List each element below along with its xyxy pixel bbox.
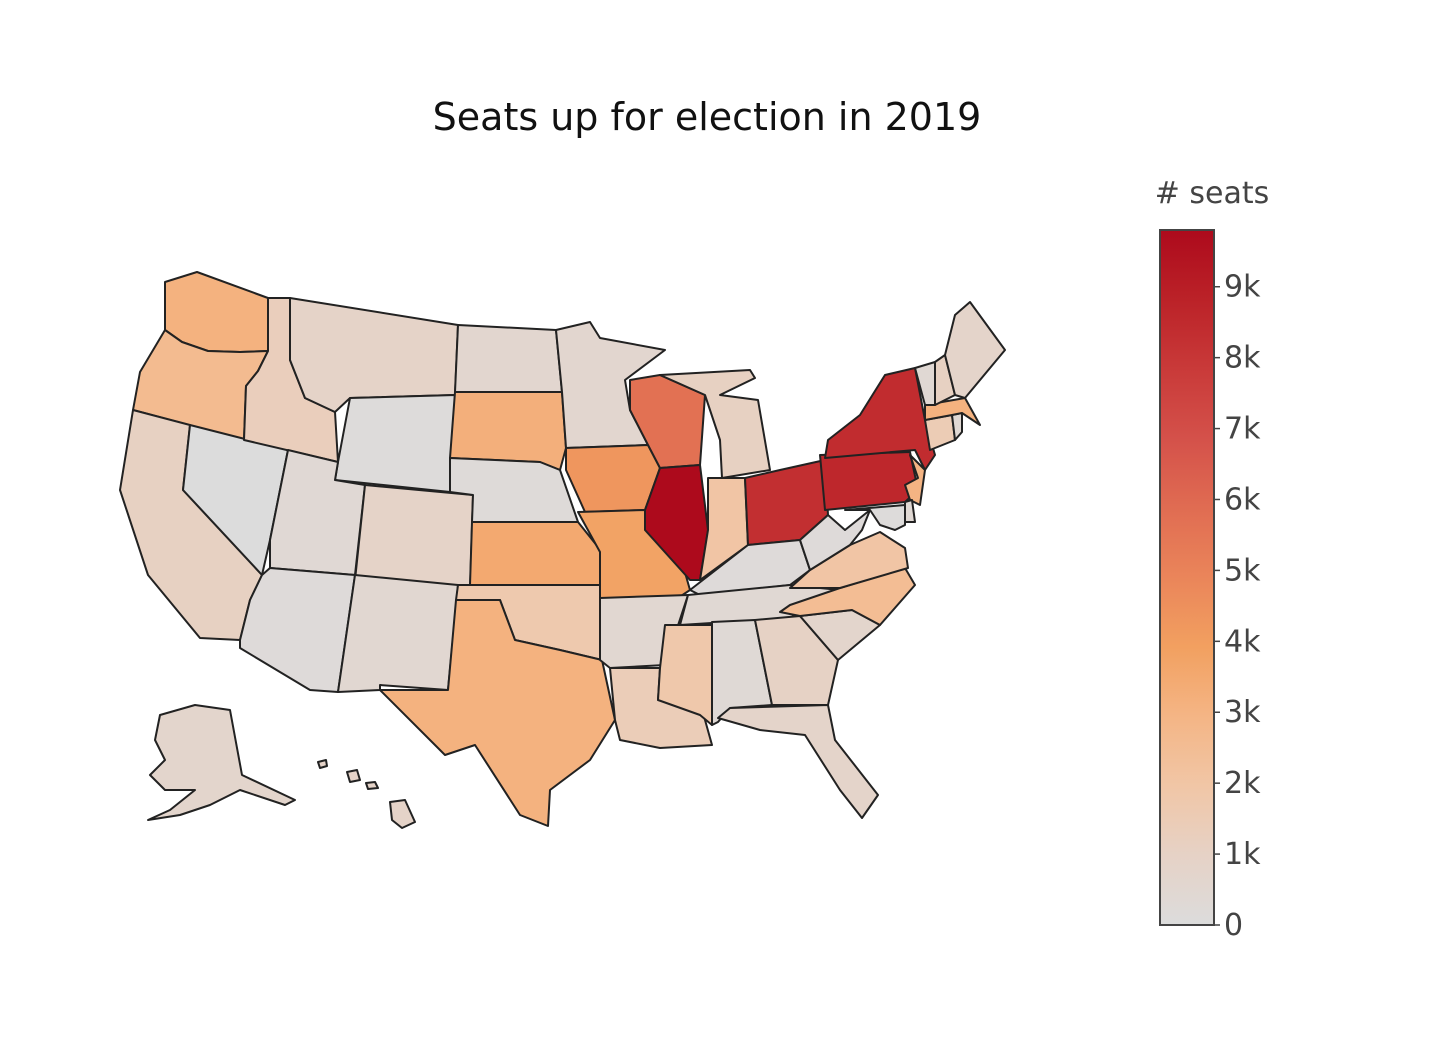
colorbar-tick-label: 5k xyxy=(1224,553,1261,588)
state-colorado[interactable] xyxy=(354,484,474,591)
state-kansas[interactable] xyxy=(469,521,603,586)
chart-title: Seats up for election in 2019 xyxy=(433,95,982,139)
colorbar xyxy=(1159,229,1215,926)
state-new-mexico[interactable] xyxy=(337,574,459,693)
state-north-dakota[interactable] xyxy=(454,324,563,393)
state-west-virginia[interactable] xyxy=(799,509,871,571)
state-michigan[interactable] xyxy=(659,369,771,479)
colorbar-tick-label: 8k xyxy=(1224,341,1261,376)
state-florida[interactable] xyxy=(717,704,879,819)
colorbar-tick-label: 9k xyxy=(1224,270,1261,305)
colorbar-tick-label: 6k xyxy=(1224,482,1261,517)
colorbar-tick-label: 4k xyxy=(1224,624,1261,659)
us-states xyxy=(119,271,1006,829)
state-wyoming[interactable] xyxy=(334,394,456,493)
state-maine[interactable] xyxy=(944,301,1006,399)
state-georgia[interactable] xyxy=(754,615,839,706)
state-hawaii[interactable] xyxy=(317,759,416,829)
colorbar-tick-label: 2k xyxy=(1224,766,1261,801)
state-pennsylvania[interactable] xyxy=(819,451,919,511)
state-iowa[interactable] xyxy=(565,444,661,513)
colorbar-ticks: 0 1k 2k 3k 4k 5k 6k 7k 8k 9k xyxy=(1214,270,1261,943)
colorbar-tick-label: 7k xyxy=(1224,412,1261,447)
state-alaska[interactable] xyxy=(147,704,296,821)
colorbar-tick-label: 3k xyxy=(1224,695,1261,730)
colorbar-tick-label: 0 xyxy=(1224,908,1243,943)
state-illinois[interactable] xyxy=(644,464,709,581)
state-maryland[interactable] xyxy=(844,504,906,531)
state-delaware[interactable] xyxy=(904,499,916,523)
colorbar-title: # seats xyxy=(1155,176,1270,211)
state-texas[interactable] xyxy=(379,599,616,827)
colorbar-tick-label: 1k xyxy=(1224,837,1261,872)
state-arizona[interactable] xyxy=(239,567,356,693)
state-minnesota[interactable] xyxy=(555,321,666,449)
state-connecticut[interactable] xyxy=(924,414,956,451)
